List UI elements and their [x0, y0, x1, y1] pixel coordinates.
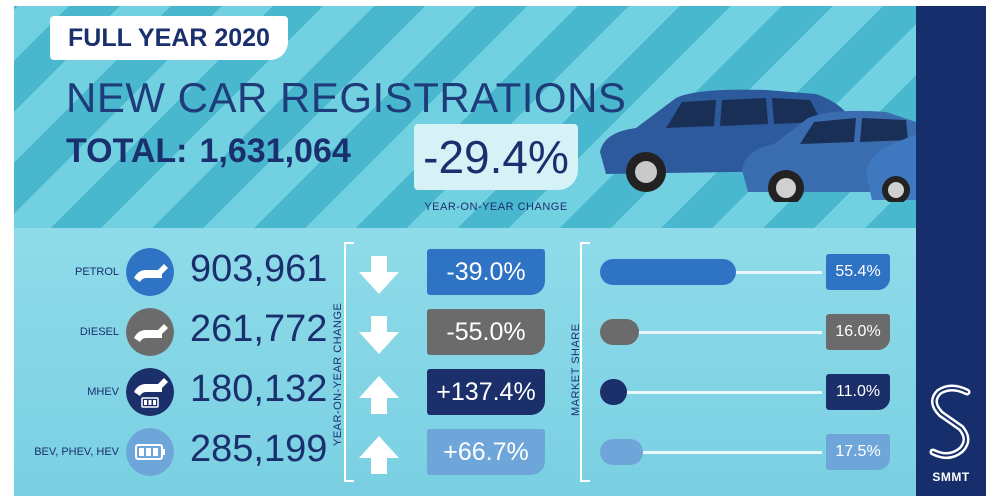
yoy-caption: YEAR-ON-YEAR CHANGE: [332, 302, 344, 446]
share-bar: [600, 379, 627, 405]
fuel-pump-icon: [126, 308, 174, 356]
yoy-change-badge: +137.4%: [427, 369, 545, 415]
market-share-badge: 55.4%: [826, 254, 890, 290]
smmt-logo-icon: [929, 384, 971, 459]
car-icon-front: [866, 134, 916, 202]
total-value: 1,631,064: [199, 132, 351, 170]
yoy-change-badge: +66.7%: [427, 429, 545, 475]
total-label: TOTAL:: [66, 132, 188, 170]
fuel-label: MHEV: [87, 386, 119, 398]
arrow-down-icon: [359, 316, 399, 354]
arrow-down-icon: [359, 256, 399, 294]
infographic: FULL YEAR 2020 NEW CAR REGISTRATIONS TOT…: [14, 6, 986, 496]
total-change-badge: -29.4%: [414, 124, 578, 190]
total-change-caption: YEAR-ON-YEAR CHANGE: [424, 201, 568, 213]
page-title: NEW CAR REGISTRATIONS: [66, 74, 627, 121]
market-share-bracket: [580, 242, 590, 482]
brand-sidebar: [916, 6, 986, 496]
fuel-label: PETROL: [74, 266, 119, 278]
registration-count: 261,772: [190, 308, 328, 350]
arrow-up-icon: [359, 376, 399, 414]
registration-count: 903,961: [190, 248, 328, 290]
share-track: [600, 451, 822, 454]
share-track: [600, 391, 822, 394]
fuel-row-petrol: PETROL 903,961 -39.0% 55.4%: [14, 242, 916, 302]
yoy-bracket: [344, 242, 354, 482]
fuel-pump-icon: [126, 248, 174, 296]
market-share-caption: MARKET SHARE: [570, 323, 582, 416]
smmt-logo-text: SMMT: [932, 470, 970, 484]
year-tag: FULL YEAR 2020: [50, 16, 288, 60]
market-share-badge: 11.0%: [826, 374, 890, 410]
yoy-change-badge: -55.0%: [427, 309, 545, 355]
registration-count: 285,199: [190, 428, 328, 470]
fuel-label: DIESEL: [79, 326, 119, 338]
total-line: TOTAL: 1,631,064: [66, 132, 351, 171]
fuel-row-electrified: BEV, PHEV, HEV 285,199 +66.7% 17.5%: [14, 422, 916, 482]
share-bar: [600, 319, 640, 345]
market-share-badge: 17.5%: [826, 434, 890, 470]
cars-illustration: [600, 89, 916, 202]
share-track: [600, 331, 822, 334]
yoy-change-badge: -39.0%: [427, 249, 545, 295]
fuel-row-diesel: DIESEL 261,772 -55.0% 16.0%: [14, 302, 916, 362]
market-share-badge: 16.0%: [826, 314, 890, 350]
battery-icon: [126, 428, 174, 476]
fuel-label: BEV, PHEV, HEV: [34, 446, 119, 458]
arrow-up-icon: [359, 436, 399, 474]
registration-count: 180,132: [190, 368, 328, 410]
fuel-row-mhev: MHEV 180,132 +137.4% 11.0%: [14, 362, 916, 422]
share-bar: [600, 439, 643, 465]
share-bar: [600, 259, 736, 285]
hybrid-pump-battery-icon: [126, 368, 174, 416]
